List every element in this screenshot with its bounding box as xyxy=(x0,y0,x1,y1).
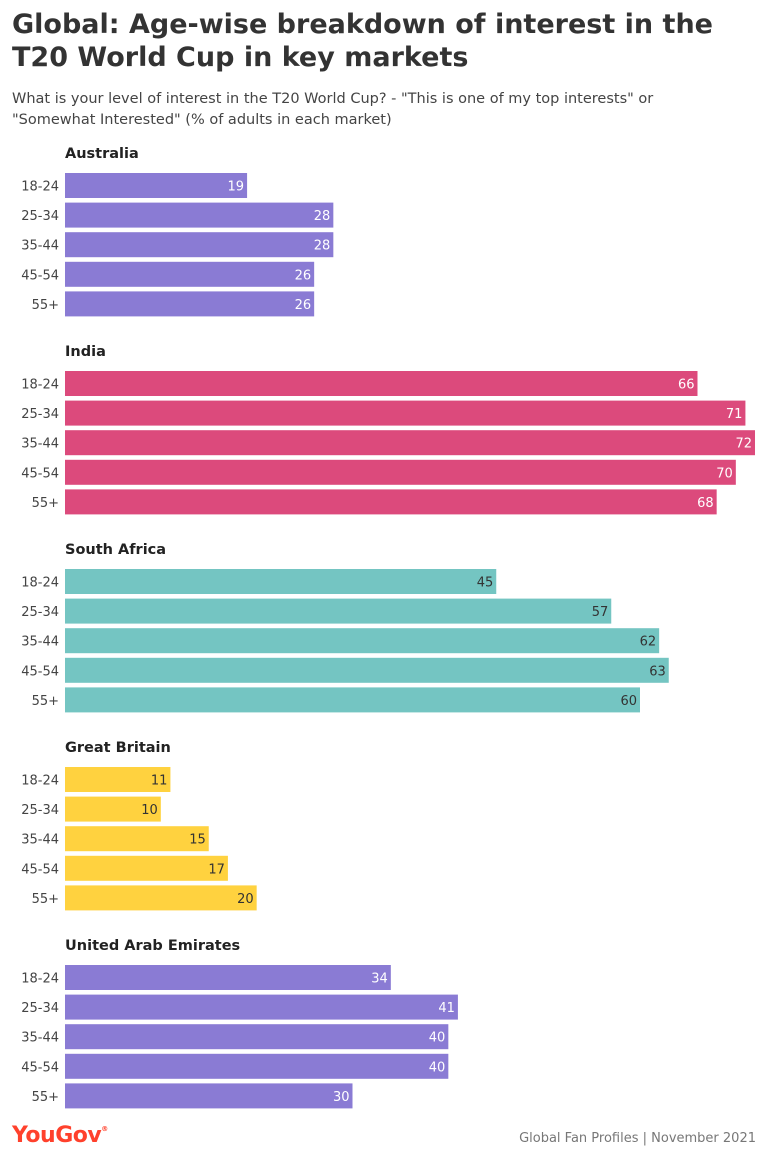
bar xyxy=(65,767,171,792)
data-label: 19 xyxy=(228,180,245,195)
tick-label: 25-34 xyxy=(21,605,59,620)
bar xyxy=(65,657,669,683)
data-label: 11 xyxy=(151,774,168,789)
bar xyxy=(65,232,334,258)
bar xyxy=(65,687,640,713)
bar xyxy=(65,371,698,396)
bar xyxy=(65,1053,449,1079)
data-label: 68 xyxy=(697,496,714,511)
tick-label: 35-44 xyxy=(21,437,59,452)
data-label: 41 xyxy=(438,1001,455,1016)
bar xyxy=(65,965,391,990)
data-label: 34 xyxy=(371,972,388,987)
data-label: 62 xyxy=(640,635,657,650)
group-label-united-arab-emirates: United Arab Emirates xyxy=(65,938,240,954)
tick-label: 45-54 xyxy=(21,466,59,481)
tick-label: 25-34 xyxy=(21,407,59,422)
data-label: 20 xyxy=(237,892,254,907)
data-label: 26 xyxy=(295,298,312,313)
chart-title: Global: Age-wise breakdown of interest i… xyxy=(12,9,713,73)
data-label: 63 xyxy=(649,664,666,679)
tick-label: 18-24 xyxy=(21,576,59,591)
tick-label: 55+ xyxy=(32,892,59,907)
data-label: 40 xyxy=(429,1060,446,1075)
tick-label: 18-24 xyxy=(21,378,59,393)
data-label: 71 xyxy=(726,407,743,422)
tick-label: 18-24 xyxy=(21,972,59,987)
data-label: 60 xyxy=(620,694,637,709)
bar xyxy=(65,202,334,228)
tick-label: 45-54 xyxy=(21,268,59,283)
brand-name: YouGov xyxy=(12,1123,102,1148)
bar xyxy=(65,459,736,485)
tick-label: 55+ xyxy=(32,1090,59,1105)
bar xyxy=(65,885,257,911)
bar xyxy=(65,1083,353,1109)
data-label: 15 xyxy=(189,833,206,848)
tick-label: 55+ xyxy=(32,496,59,511)
yougov-logo: YouGov® xyxy=(12,1123,108,1148)
registered-mark: ® xyxy=(101,1125,108,1133)
data-label: 30 xyxy=(333,1090,350,1105)
bar xyxy=(65,855,228,881)
data-label: 28 xyxy=(314,209,331,224)
data-label: 40 xyxy=(429,1031,446,1046)
tick-label: 45-54 xyxy=(21,1060,59,1075)
data-label: 45 xyxy=(477,576,494,591)
bar xyxy=(65,826,209,852)
bar xyxy=(65,173,248,198)
data-label: 72 xyxy=(735,437,752,452)
bar xyxy=(65,598,612,624)
bar xyxy=(65,489,717,515)
group-label-india: India xyxy=(65,344,106,360)
data-label: 66 xyxy=(678,378,695,393)
bar xyxy=(65,796,161,822)
group-label-great-britain: Great Britain xyxy=(65,740,171,756)
data-label: 17 xyxy=(208,862,225,877)
data-label: 70 xyxy=(716,466,733,481)
bar xyxy=(65,994,458,1020)
tick-label: 35-44 xyxy=(21,239,59,254)
bar xyxy=(65,628,660,654)
data-label: 57 xyxy=(592,605,609,620)
tick-label: 55+ xyxy=(32,694,59,709)
group-label-australia: Australia xyxy=(65,146,139,162)
bar xyxy=(65,261,315,287)
bar xyxy=(65,430,755,456)
bar xyxy=(65,400,746,426)
tick-label: 18-24 xyxy=(21,180,59,195)
bar xyxy=(65,1024,449,1050)
data-label: 10 xyxy=(141,803,158,818)
tick-label: 18-24 xyxy=(21,774,59,789)
chart-subtitle: What is your level of interest in the T2… xyxy=(12,91,654,128)
tick-label: 25-34 xyxy=(21,209,59,224)
source-note: Global Fan Profiles | November 2021 xyxy=(519,1131,756,1146)
tick-label: 35-44 xyxy=(21,635,59,650)
tick-label: 25-34 xyxy=(21,803,59,818)
data-label: 26 xyxy=(295,268,312,283)
bar xyxy=(65,291,315,317)
tick-label: 45-54 xyxy=(21,664,59,679)
bar xyxy=(65,569,497,594)
group-label-south-africa: South Africa xyxy=(65,542,166,558)
data-label: 28 xyxy=(314,239,331,254)
tick-label: 45-54 xyxy=(21,862,59,877)
tick-label: 35-44 xyxy=(21,833,59,848)
tick-label: 25-34 xyxy=(21,1001,59,1016)
tick-label: 35-44 xyxy=(21,1031,59,1046)
tick-label: 55+ xyxy=(32,298,59,313)
